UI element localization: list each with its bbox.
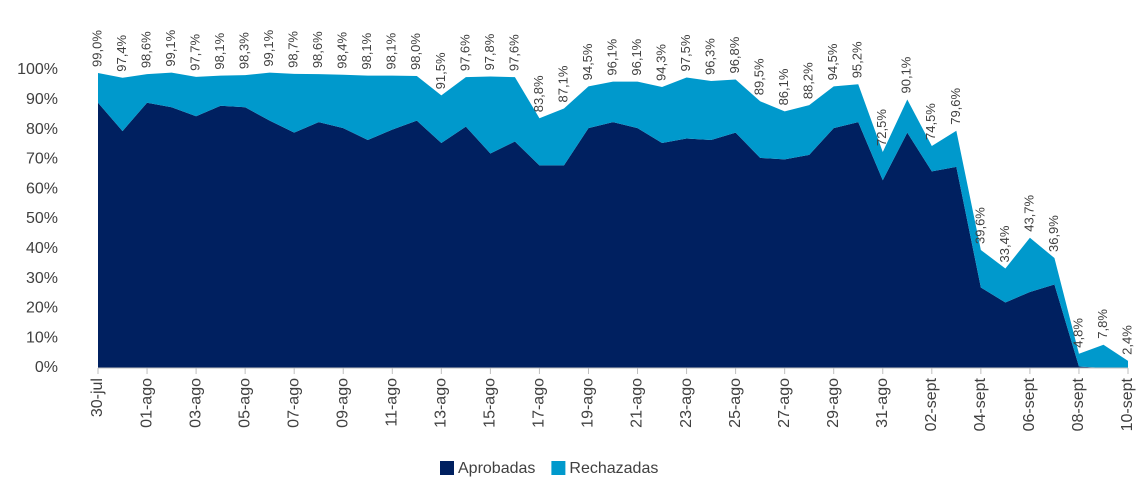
x-tick-label: 07-ago [285, 378, 302, 428]
data-label: 98,1% [359, 32, 374, 69]
x-tick-label: 04-sept [972, 377, 989, 431]
x-tick-label: 05-ago [236, 378, 253, 428]
x-tick-label: 01-ago [138, 378, 155, 428]
data-label: 90,1% [899, 56, 914, 93]
x-tick-label: 10-sept [1119, 377, 1136, 431]
data-label: 98,1% [384, 32, 399, 69]
x-tick-label: 31-ago [874, 378, 891, 428]
y-tick-label: 70% [26, 151, 58, 168]
data-label: 99,1% [261, 29, 276, 66]
data-label: 98,7% [286, 31, 301, 68]
data-label: 72,5% [874, 109, 889, 146]
data-label: 98,4% [335, 31, 350, 68]
legend-swatch [440, 461, 454, 475]
area [98, 72, 1128, 368]
data-label: 98,1% [212, 32, 227, 69]
y-tick-label: 0% [35, 359, 58, 376]
data-label: 94,5% [580, 43, 595, 80]
data-label: 97,4% [114, 34, 129, 71]
legend-label: Rechazadas [569, 460, 658, 477]
data-label: 74,5% [923, 103, 938, 140]
x-tick-label: 30-jul [89, 378, 106, 417]
data-label: 91,5% [433, 52, 448, 89]
y-tick-label: 10% [26, 329, 58, 346]
y-tick-label: 80% [26, 121, 58, 138]
data-label: 2,4% [1119, 325, 1134, 355]
data-label: 7,8% [1095, 309, 1110, 339]
x-tick-label: 03-ago [187, 378, 204, 428]
data-label: 94,3% [653, 44, 668, 81]
y-tick-label: 30% [26, 270, 58, 287]
data-label: 87,1% [555, 65, 570, 102]
data-label: 97,7% [188, 34, 203, 71]
data-label: 96,1% [604, 38, 619, 75]
legend-swatch [551, 461, 566, 475]
data-label: 97,6% [506, 34, 521, 71]
data-label: 99,1% [163, 29, 178, 66]
data-label: 88,2% [801, 62, 816, 99]
x-tick-label: 19-ago [580, 378, 597, 428]
data-label: 33,4% [997, 225, 1012, 262]
area [98, 102, 1128, 368]
data-label: 96,1% [629, 38, 644, 75]
data-label: 39,6% [972, 207, 987, 244]
y-tick-label: 60% [26, 180, 58, 197]
x-tick-label: 13-ago [433, 378, 450, 428]
data-label: 97,5% [678, 34, 693, 71]
y-tick-label: 100% [17, 61, 58, 78]
data-label: 98,6% [138, 31, 153, 68]
x-tick-label: 08-sept [1070, 377, 1087, 431]
data-label: 83,8% [531, 75, 546, 112]
data-label: 98,3% [237, 32, 252, 69]
x-tick-label: 17-ago [531, 378, 548, 428]
x-tick-label: 25-ago [727, 378, 744, 428]
data-label: 96,8% [727, 36, 742, 73]
data-label: 4,8% [1070, 318, 1085, 348]
data-label: 96,3% [703, 38, 718, 75]
legend-label: Aprobadas [458, 460, 535, 477]
y-tick-label: 50% [26, 210, 58, 227]
x-tick-label: 06-sept [1021, 377, 1038, 431]
x-tick-label: 02-sept [923, 377, 940, 431]
data-label: 97,6% [457, 34, 472, 71]
data-label: 89,5% [752, 58, 767, 95]
data-label: 98,0% [408, 33, 423, 70]
data-label: 43,7% [1021, 194, 1036, 231]
y-tick-label: 90% [26, 91, 58, 108]
data-label: 95,2% [850, 41, 865, 78]
data-label: 94,5% [825, 43, 840, 80]
data-label: 79,6% [948, 87, 963, 124]
x-tick-label: 11-ago [384, 378, 401, 427]
data-label: 86,1% [776, 68, 791, 105]
data-label: 97,8% [482, 33, 497, 70]
y-tick-label: 40% [26, 240, 58, 257]
data-label: 98,6% [310, 31, 325, 68]
x-tick-label: 27-ago [776, 378, 793, 428]
data-label: 99,0% [89, 30, 104, 67]
x-tick-label: 21-ago [629, 378, 646, 428]
x-tick-label: 23-ago [678, 378, 695, 428]
data-label: 36,9% [1046, 215, 1061, 252]
y-tick-label: 20% [26, 300, 58, 317]
x-tick-label: 29-ago [825, 378, 842, 428]
x-tick-label: 15-ago [482, 378, 499, 428]
x-tick-label: 09-ago [334, 378, 351, 428]
